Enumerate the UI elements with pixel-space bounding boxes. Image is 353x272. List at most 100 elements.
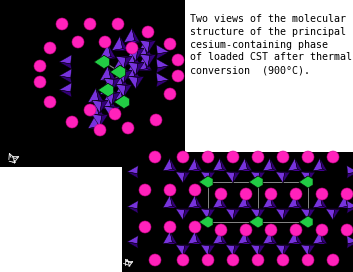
Circle shape <box>94 124 106 136</box>
Polygon shape <box>208 245 215 256</box>
Circle shape <box>122 122 134 134</box>
Circle shape <box>341 188 353 200</box>
Polygon shape <box>270 158 277 171</box>
Polygon shape <box>59 90 72 97</box>
Polygon shape <box>345 195 352 208</box>
Circle shape <box>56 18 68 30</box>
Polygon shape <box>245 158 252 171</box>
Polygon shape <box>124 70 132 83</box>
Polygon shape <box>124 77 140 79</box>
Circle shape <box>34 76 46 88</box>
Polygon shape <box>338 206 352 208</box>
Circle shape <box>126 42 138 54</box>
Circle shape <box>316 224 328 236</box>
Polygon shape <box>249 216 258 228</box>
Polygon shape <box>156 52 169 59</box>
Circle shape <box>302 254 314 266</box>
Circle shape <box>189 184 201 196</box>
Polygon shape <box>295 231 302 244</box>
Polygon shape <box>94 55 104 69</box>
Polygon shape <box>110 65 126 79</box>
Polygon shape <box>301 172 310 183</box>
Polygon shape <box>199 176 213 182</box>
Polygon shape <box>128 76 138 89</box>
Polygon shape <box>263 195 273 208</box>
Polygon shape <box>213 206 227 208</box>
Polygon shape <box>88 102 99 116</box>
Polygon shape <box>208 209 215 220</box>
Polygon shape <box>270 231 277 244</box>
Polygon shape <box>112 92 120 105</box>
Polygon shape <box>213 158 222 171</box>
Polygon shape <box>301 209 315 210</box>
Polygon shape <box>96 102 104 116</box>
Bar <box>0 0 185 167</box>
Polygon shape <box>347 166 353 174</box>
Polygon shape <box>249 216 263 228</box>
Polygon shape <box>140 54 150 67</box>
Polygon shape <box>163 169 177 171</box>
Bar <box>122 152 353 272</box>
Polygon shape <box>263 242 277 244</box>
Polygon shape <box>127 207 138 214</box>
Polygon shape <box>112 86 123 100</box>
Polygon shape <box>170 231 177 244</box>
Polygon shape <box>313 195 322 208</box>
Circle shape <box>99 36 111 48</box>
Polygon shape <box>136 42 147 57</box>
Polygon shape <box>313 169 327 171</box>
Polygon shape <box>188 231 197 244</box>
Circle shape <box>240 224 252 236</box>
Polygon shape <box>100 115 108 127</box>
Polygon shape <box>108 80 116 94</box>
Polygon shape <box>136 56 147 70</box>
Polygon shape <box>320 158 327 171</box>
Polygon shape <box>92 100 102 113</box>
Circle shape <box>277 254 289 266</box>
Polygon shape <box>156 59 169 68</box>
Polygon shape <box>195 158 202 171</box>
Polygon shape <box>226 245 235 256</box>
Polygon shape <box>144 42 152 57</box>
Polygon shape <box>163 242 177 244</box>
Polygon shape <box>176 209 185 220</box>
Polygon shape <box>313 206 327 208</box>
Circle shape <box>149 151 161 163</box>
Polygon shape <box>220 195 227 208</box>
Polygon shape <box>208 172 215 183</box>
Polygon shape <box>199 216 213 228</box>
Polygon shape <box>238 206 252 208</box>
Polygon shape <box>213 231 222 244</box>
Polygon shape <box>238 169 252 171</box>
Polygon shape <box>104 92 114 105</box>
Polygon shape <box>104 78 114 91</box>
Polygon shape <box>114 95 130 102</box>
Polygon shape <box>188 242 202 244</box>
Polygon shape <box>144 56 152 70</box>
Polygon shape <box>288 169 302 171</box>
Circle shape <box>327 254 339 266</box>
Polygon shape <box>249 176 263 182</box>
Text: 4: 4 <box>12 160 16 165</box>
Polygon shape <box>112 49 128 51</box>
Polygon shape <box>156 73 169 82</box>
Polygon shape <box>213 169 227 171</box>
Polygon shape <box>94 55 109 69</box>
Polygon shape <box>333 209 340 220</box>
Polygon shape <box>108 66 116 81</box>
Polygon shape <box>199 176 213 188</box>
Circle shape <box>44 96 56 108</box>
Circle shape <box>84 18 96 30</box>
Polygon shape <box>116 56 132 57</box>
Polygon shape <box>233 245 240 256</box>
Polygon shape <box>213 195 222 208</box>
Polygon shape <box>238 242 252 244</box>
Circle shape <box>240 188 252 200</box>
Polygon shape <box>112 71 128 73</box>
Polygon shape <box>112 85 128 86</box>
Polygon shape <box>299 176 313 182</box>
Polygon shape <box>116 56 126 69</box>
Polygon shape <box>136 48 144 61</box>
Polygon shape <box>258 172 265 183</box>
Polygon shape <box>128 48 144 49</box>
